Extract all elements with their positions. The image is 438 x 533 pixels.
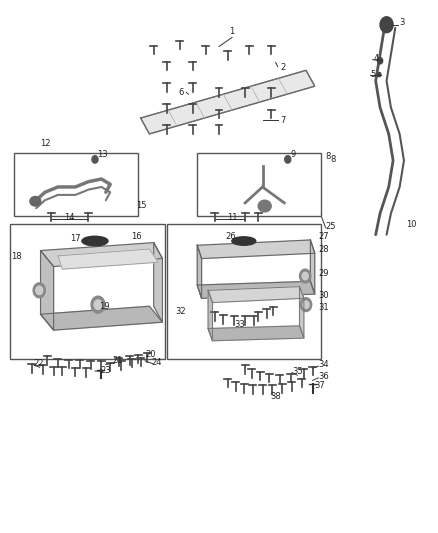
Polygon shape (41, 243, 162, 266)
Polygon shape (208, 287, 304, 303)
Polygon shape (41, 251, 53, 330)
Text: 37: 37 (314, 382, 325, 391)
Text: 23: 23 (101, 366, 111, 375)
Text: 33: 33 (234, 320, 245, 329)
Text: 19: 19 (99, 302, 110, 311)
FancyBboxPatch shape (10, 224, 165, 359)
Text: 28: 28 (318, 245, 329, 254)
Polygon shape (311, 240, 315, 294)
Ellipse shape (82, 236, 108, 246)
FancyBboxPatch shape (167, 224, 321, 359)
Text: 16: 16 (131, 232, 142, 241)
Text: 20: 20 (145, 350, 155, 359)
Text: 15: 15 (136, 201, 147, 210)
Text: 30: 30 (318, 292, 329, 300)
Circle shape (91, 296, 105, 313)
FancyBboxPatch shape (197, 152, 321, 216)
Polygon shape (300, 287, 304, 338)
Text: 10: 10 (406, 220, 417, 229)
Circle shape (300, 269, 311, 283)
Text: 1: 1 (230, 27, 235, 36)
Text: 14: 14 (64, 213, 74, 222)
Text: 8: 8 (330, 155, 336, 164)
Text: 31: 31 (318, 303, 329, 312)
Ellipse shape (30, 197, 41, 206)
Circle shape (285, 156, 291, 163)
Text: 25: 25 (325, 222, 336, 231)
Text: 26: 26 (226, 232, 236, 241)
Text: 8: 8 (325, 152, 331, 161)
Polygon shape (208, 290, 212, 341)
Polygon shape (208, 326, 304, 341)
Polygon shape (58, 249, 158, 269)
Polygon shape (41, 306, 162, 330)
Polygon shape (197, 281, 315, 298)
Text: 29: 29 (318, 269, 329, 278)
Text: 38: 38 (270, 392, 281, 401)
Text: 9: 9 (291, 150, 296, 159)
Text: 7: 7 (280, 116, 285, 125)
Circle shape (303, 301, 309, 309)
Polygon shape (154, 243, 162, 322)
Text: 13: 13 (97, 150, 108, 159)
Polygon shape (197, 245, 201, 298)
Text: 17: 17 (70, 234, 81, 243)
Circle shape (378, 58, 383, 64)
Text: 4: 4 (374, 54, 379, 63)
Circle shape (92, 156, 98, 163)
Text: 11: 11 (227, 213, 237, 222)
Circle shape (36, 286, 43, 295)
Circle shape (380, 17, 393, 33)
Text: 36: 36 (318, 372, 329, 381)
Text: 27: 27 (318, 232, 329, 241)
Text: 6: 6 (179, 88, 184, 97)
Text: 5: 5 (371, 70, 376, 79)
Text: 24: 24 (152, 358, 162, 367)
Ellipse shape (232, 237, 256, 245)
Polygon shape (197, 240, 315, 259)
FancyBboxPatch shape (14, 152, 138, 216)
Circle shape (300, 298, 312, 312)
Circle shape (302, 272, 308, 280)
Circle shape (378, 72, 381, 77)
Circle shape (94, 300, 102, 310)
Text: 22: 22 (33, 359, 44, 368)
Text: 18: 18 (11, 252, 21, 261)
Text: 21: 21 (113, 356, 123, 365)
Text: 2: 2 (280, 63, 285, 72)
Polygon shape (141, 70, 315, 134)
Text: 3: 3 (399, 18, 405, 27)
Text: 35: 35 (292, 367, 303, 376)
Circle shape (33, 283, 46, 298)
Ellipse shape (258, 200, 271, 212)
Text: 32: 32 (176, 307, 186, 316)
Text: 34: 34 (318, 360, 329, 369)
Text: 12: 12 (41, 139, 51, 148)
